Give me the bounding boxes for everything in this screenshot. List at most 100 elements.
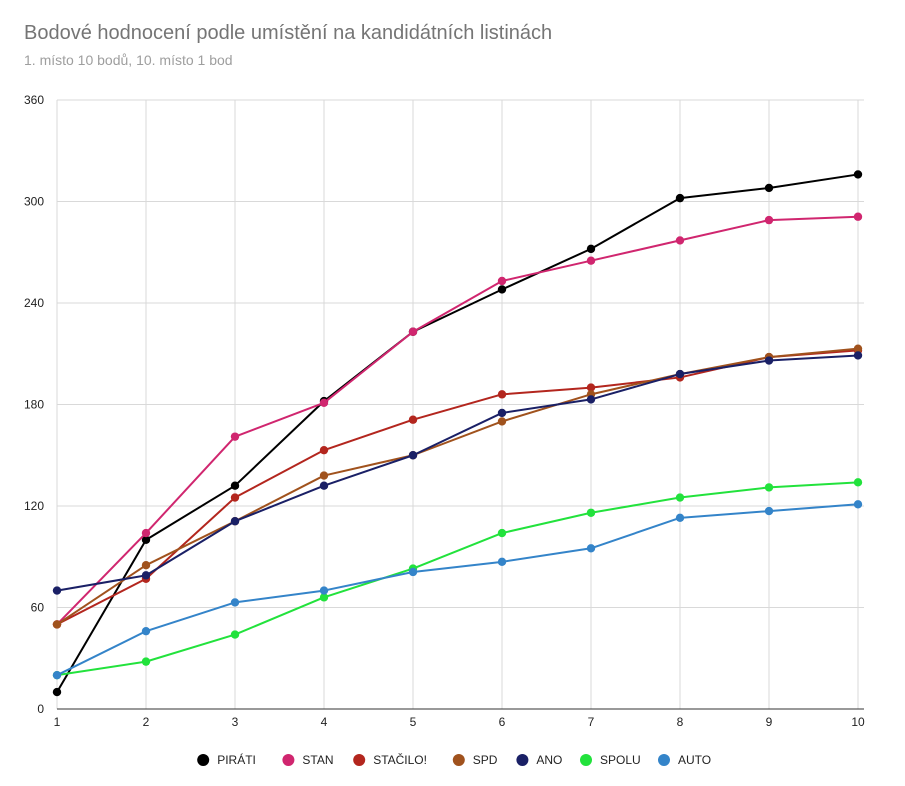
data-point-stan <box>230 432 240 441</box>
y-tick-label: 120 <box>24 499 44 513</box>
series-line-pirati <box>56 173 859 693</box>
data-point-auto <box>408 567 418 577</box>
x-tick-label: 3 <box>232 715 239 729</box>
data-point-pirati <box>141 535 151 545</box>
legend-label: PIRÁTI <box>217 752 256 767</box>
data-point-pirati <box>853 170 863 179</box>
series-line-spd <box>56 347 859 626</box>
data-point-spolu <box>853 478 863 487</box>
data-point-ano <box>497 408 507 418</box>
data-point-pirati <box>52 687 62 697</box>
data-point-spolu <box>497 528 507 538</box>
data-point-auto <box>52 670 62 680</box>
series-stan <box>52 212 863 629</box>
data-point-auto <box>141 626 151 636</box>
legend-marker <box>580 754 592 766</box>
data-point-spolu <box>764 483 774 492</box>
data-point-stacilo <box>230 493 240 502</box>
legend-marker <box>658 754 670 766</box>
legend-item-ano: ANO <box>516 753 562 767</box>
data-point-auto <box>319 586 329 595</box>
legend-marker <box>197 754 210 766</box>
data-point-pirati <box>586 244 596 254</box>
y-tick-label: 180 <box>24 398 44 412</box>
x-tick-label: 8 <box>677 715 684 729</box>
data-point-pirati <box>230 481 240 490</box>
legend-item-stan: STAN <box>282 753 334 767</box>
chart-subtitle: 1. místo 10 bodů, 10. místo 1 bod <box>24 52 233 68</box>
data-point-ano <box>230 517 240 526</box>
data-point-stacilo <box>319 445 329 455</box>
data-point-auto <box>675 513 685 523</box>
x-tick-label: 10 <box>851 715 865 729</box>
series-line-ano <box>56 354 859 592</box>
legend-marker <box>516 754 529 766</box>
data-point-spolu <box>586 508 596 517</box>
data-point-auto <box>497 557 507 567</box>
series-stacilo <box>52 346 863 629</box>
data-point-stan <box>319 398 329 408</box>
legend-label: ANO <box>536 753 562 767</box>
data-point-stan <box>764 215 774 225</box>
chart-title: Bodové hodnocení podle umístění na kandi… <box>24 22 553 44</box>
data-point-stacilo <box>497 390 507 399</box>
data-point-pirati <box>764 183 774 193</box>
data-point-ano <box>52 586 62 595</box>
data-point-spd <box>52 620 62 629</box>
data-point-spolu <box>141 657 151 666</box>
series-pirati <box>52 170 863 697</box>
data-point-ano <box>141 571 151 580</box>
series-ano <box>52 351 863 595</box>
legend-label: AUTO <box>678 753 711 767</box>
series-line-spolu <box>56 481 859 677</box>
data-point-auto <box>764 506 774 516</box>
legend: PIRÁTI STAN STAČILO! SPD ANO SPOLU AUTO <box>197 752 711 767</box>
data-point-stan <box>408 327 418 336</box>
data-point-stacilo <box>586 383 596 392</box>
y-tick-label: 60 <box>31 601 45 615</box>
y-tick-label: 240 <box>24 296 44 310</box>
data-point-stan <box>141 528 151 538</box>
y-tick-label: 360 <box>24 93 44 107</box>
data-point-spd <box>853 344 863 353</box>
y-tick-label: 300 <box>24 195 44 209</box>
data-point-auto <box>586 544 596 553</box>
data-point-stan <box>853 212 863 221</box>
legend-label: SPOLU <box>600 753 641 767</box>
x-tick-label: 7 <box>588 715 595 729</box>
data-point-ano <box>586 395 596 404</box>
data-point-stan <box>497 276 507 286</box>
legend-marker <box>452 754 465 766</box>
data-point-ano <box>408 451 418 460</box>
data-point-spd <box>141 561 151 570</box>
data-point-spolu <box>230 630 240 639</box>
legend-item-pirati: PIRÁTI <box>197 752 256 767</box>
data-point-spd <box>497 417 507 426</box>
legend-marker <box>353 754 366 766</box>
data-point-auto <box>230 598 240 607</box>
series-line-auto <box>56 503 859 677</box>
x-tick-label: 2 <box>143 715 150 729</box>
data-point-spolu <box>675 493 685 502</box>
legend-label: STAN <box>302 753 333 767</box>
series-spd <box>52 344 863 629</box>
x-tick-label: 9 <box>766 715 773 729</box>
series-spolu <box>52 478 863 680</box>
series-auto <box>52 500 863 680</box>
series-line-stacilo <box>56 349 859 626</box>
legend-label: SPD <box>473 753 498 767</box>
legend-item-stacilo: STAČILO! <box>353 752 427 767</box>
data-point-auto <box>853 500 863 509</box>
data-point-stacilo <box>408 415 418 424</box>
data-point-stan <box>586 256 596 265</box>
legend-item-auto: AUTO <box>658 753 711 767</box>
x-tick-label: 1 <box>54 715 61 729</box>
data-point-ano <box>853 351 863 360</box>
data-point-ano <box>764 356 774 365</box>
legend-item-spd: SPD <box>452 753 498 767</box>
axes: 0 60 120 180 240 300 360 1 2 3 4 5 6 7 8 9 10 <box>24 93 865 729</box>
x-tick-label: 4 <box>321 715 328 729</box>
series-lines <box>52 170 863 697</box>
data-point-pirati <box>497 285 507 294</box>
